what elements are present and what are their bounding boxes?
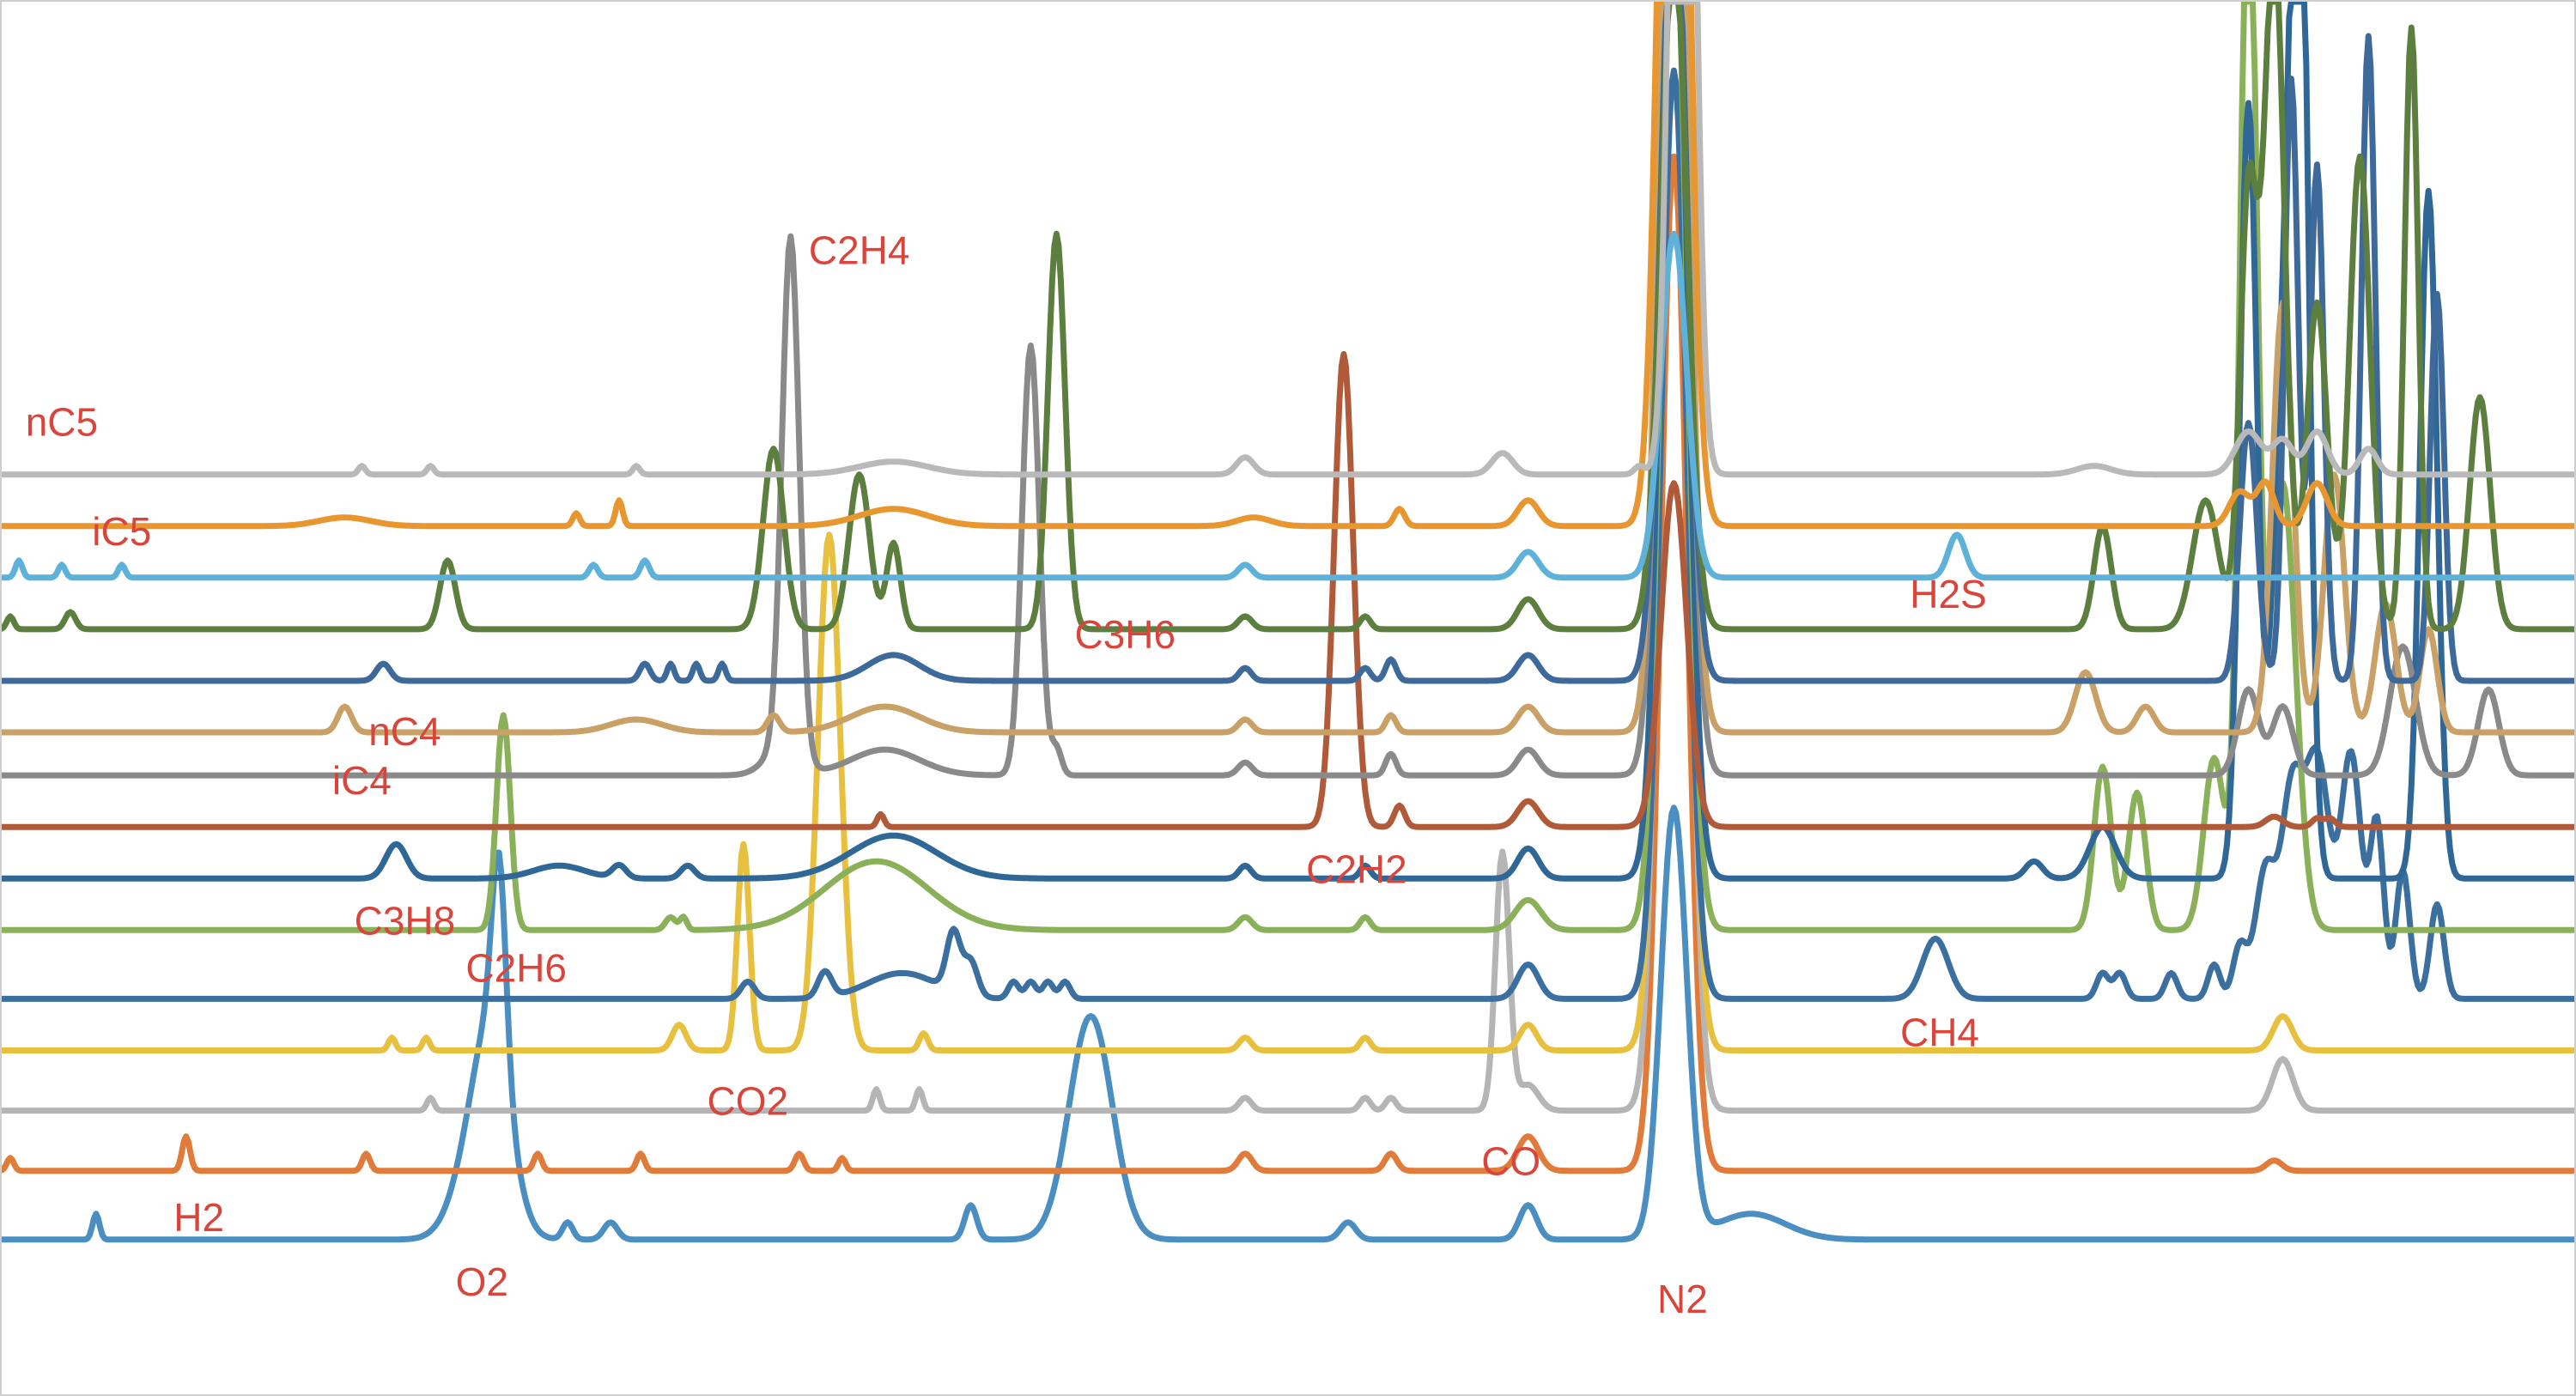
peak-label-ch4: CH4 — [1900, 1011, 1979, 1055]
peak-label-c3h8: C3H8 — [355, 898, 456, 943]
peak-label-ic5: iC5 — [92, 509, 151, 554]
peak-label-c3h6: C3H6 — [1074, 612, 1176, 657]
trace-line-11 — [2, 2, 2574, 684]
trace-line-10 — [2, 2, 2574, 736]
trace-line-2 — [2, 153, 2574, 1174]
trace-line-7 — [2, 2, 2574, 882]
trace-line-14 — [2, 2, 2574, 530]
trace-line-8 — [2, 351, 2574, 830]
trace-line-6 — [2, 2, 2574, 933]
trace-line-12 — [2, 2, 2574, 633]
peak-label-c2h4: C2H4 — [809, 228, 910, 272]
trace-line-4 — [2, 2, 2574, 1053]
peak-label-o2: O2 — [456, 1259, 508, 1304]
peak-label-h2s: H2S — [1910, 572, 1986, 616]
trace-line-5 — [2, 67, 2574, 1002]
peak-label-nc4: nC4 — [368, 709, 440, 754]
trace-line-15 — [2, 2, 2574, 478]
trace-line-13 — [2, 230, 2574, 581]
peak-label-co: CO — [1481, 1139, 1540, 1184]
trace-line-1 — [2, 804, 2574, 1243]
peak-label-c2h2: C2H2 — [1306, 847, 1407, 891]
peak-label-h2: H2 — [173, 1195, 224, 1240]
peak-label-co2: CO2 — [708, 1079, 789, 1124]
trace-line-9 — [2, 2, 2574, 779]
peak-label-nc5: nC5 — [26, 400, 98, 445]
peak-label-ic4: iC4 — [332, 758, 392, 803]
peak-label-n2: N2 — [1657, 1277, 1708, 1321]
trace-layer — [2, 2, 2574, 1243]
trace-line-3 — [2, 2, 2574, 1114]
peak-label-c2h6: C2H6 — [465, 945, 567, 990]
